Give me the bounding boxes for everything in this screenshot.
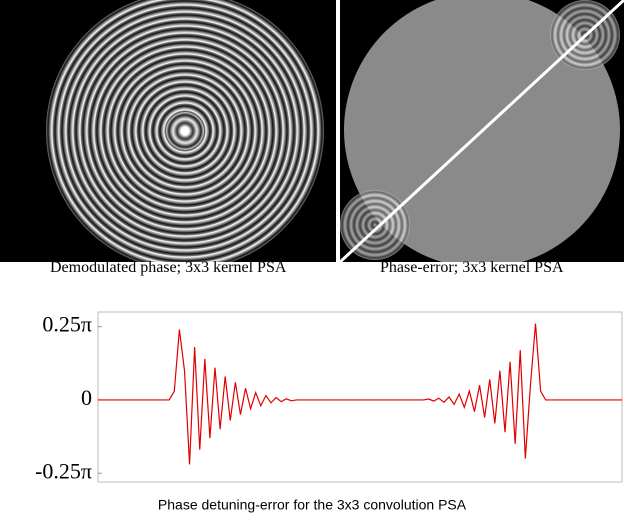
y-tick-label: 0.25π [42, 312, 92, 337]
data-line [98, 323, 622, 465]
phase-error-image [340, 0, 624, 262]
plot-frame [97, 311, 623, 483]
y-tick-label: 0 [81, 385, 92, 410]
caption-right: Phase-error; 3x3 kernel PSA [380, 259, 564, 276]
center-rings [166, 112, 204, 150]
chart: Phase detuning-error for the 3x3 convolu… [35, 311, 623, 513]
diagonal [340, 0, 624, 262]
caption-left: Demodulated phase; 3x3 kernel PSA [50, 259, 287, 276]
chart-title: Phase detuning-error for the 3x3 convolu… [158, 497, 467, 513]
corner-rings [340, 190, 410, 260]
diagonal-line [340, 0, 624, 262]
demodulated-phase-image [0, 0, 336, 262]
y-tick-label: -0.25π [35, 458, 92, 483]
